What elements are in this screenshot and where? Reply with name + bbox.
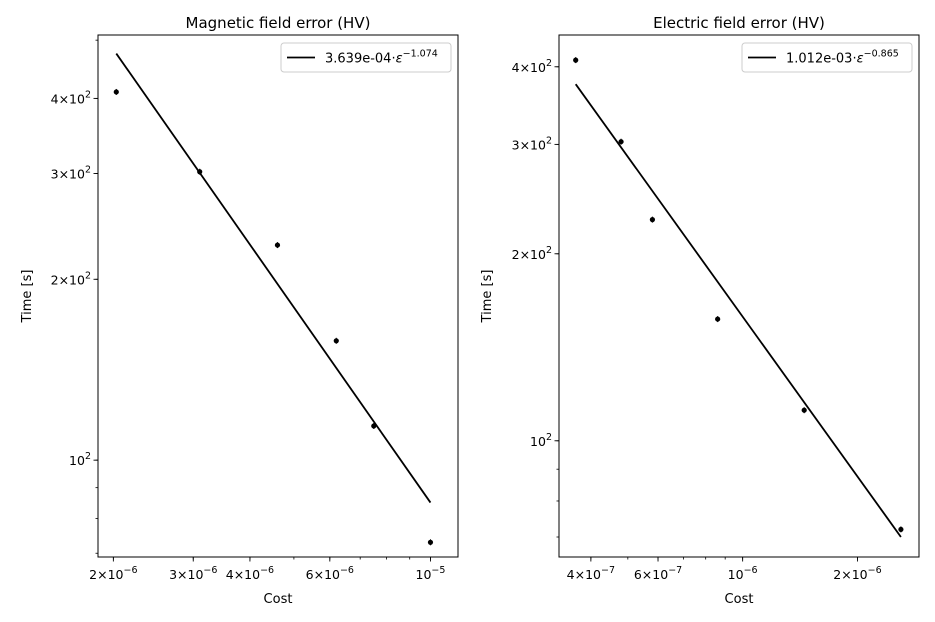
data-point [898, 526, 904, 533]
chart-title: Magnetic field error (HV) [186, 14, 371, 32]
y-axis-label: Time [s] [480, 270, 495, 324]
data-point [801, 407, 807, 413]
y-tick-label: 102 [69, 451, 91, 468]
x-tick-label: 6×10−7 [634, 565, 682, 582]
legend-label: 1.012e-03·ε−0.865 [786, 49, 899, 67]
y-tick-label: 102 [530, 432, 552, 449]
legend-label: 3.639e-04·ε−1.074 [325, 49, 438, 67]
data-point [715, 316, 721, 322]
y-tick-label: 4×102 [51, 89, 91, 106]
chart-title: Electric field error (HV) [653, 14, 825, 32]
y-tick-label: 3×102 [51, 164, 91, 181]
data-point [573, 57, 579, 63]
x-tick-label: 2×10−6 [89, 565, 137, 582]
legend-box [741, 42, 913, 73]
plot-frame [558, 34, 920, 558]
y-tick-label: 2×102 [51, 270, 91, 287]
legend-box [280, 42, 452, 73]
data-point [618, 139, 624, 145]
x-tick-label: 10−5 [416, 565, 446, 582]
minor-ticks [95, 39, 431, 560]
legend: 1.012e-03·ε−0.865 [741, 42, 913, 73]
y-tick-label: 2×102 [512, 245, 552, 262]
x-tick-label: 3×10−6 [169, 565, 217, 582]
fit-line [574, 83, 902, 538]
plot-frame [97, 34, 459, 558]
minor-ticks [556, 66, 858, 560]
x-tick-label: 10−6 [728, 565, 758, 582]
y-axis-label: Time [s] [20, 270, 35, 324]
y-tick-label: 3×102 [512, 135, 552, 152]
data-point [197, 169, 203, 175]
data-point [371, 423, 377, 429]
y-tick-label: 4×102 [512, 58, 552, 75]
data-point [427, 539, 434, 545]
x-tick-label: 2×10−6 [833, 565, 881, 582]
x-tick-label: 4×10−7 [567, 565, 615, 582]
x-tick-label: 6×10−6 [306, 565, 354, 582]
data-point [649, 217, 656, 223]
legend: 3.639e-04·ε−1.074 [280, 42, 452, 73]
x-axis-label: Cost [725, 592, 754, 607]
fit-line [115, 53, 432, 504]
data-point [274, 242, 281, 248]
data-point [113, 89, 119, 95]
panel-electric-field-error: Electric field error (HV) 4×10−7 6×10−7 10−… [480, 14, 920, 607]
data-point [333, 338, 339, 344]
x-axis-label: Cost [264, 592, 293, 607]
x-tick-label: 4×10−6 [226, 565, 274, 582]
panel-magnetic-field-error: Magnetic field error (HV) 2×10−6 3×10−6 4×1… [20, 14, 459, 607]
